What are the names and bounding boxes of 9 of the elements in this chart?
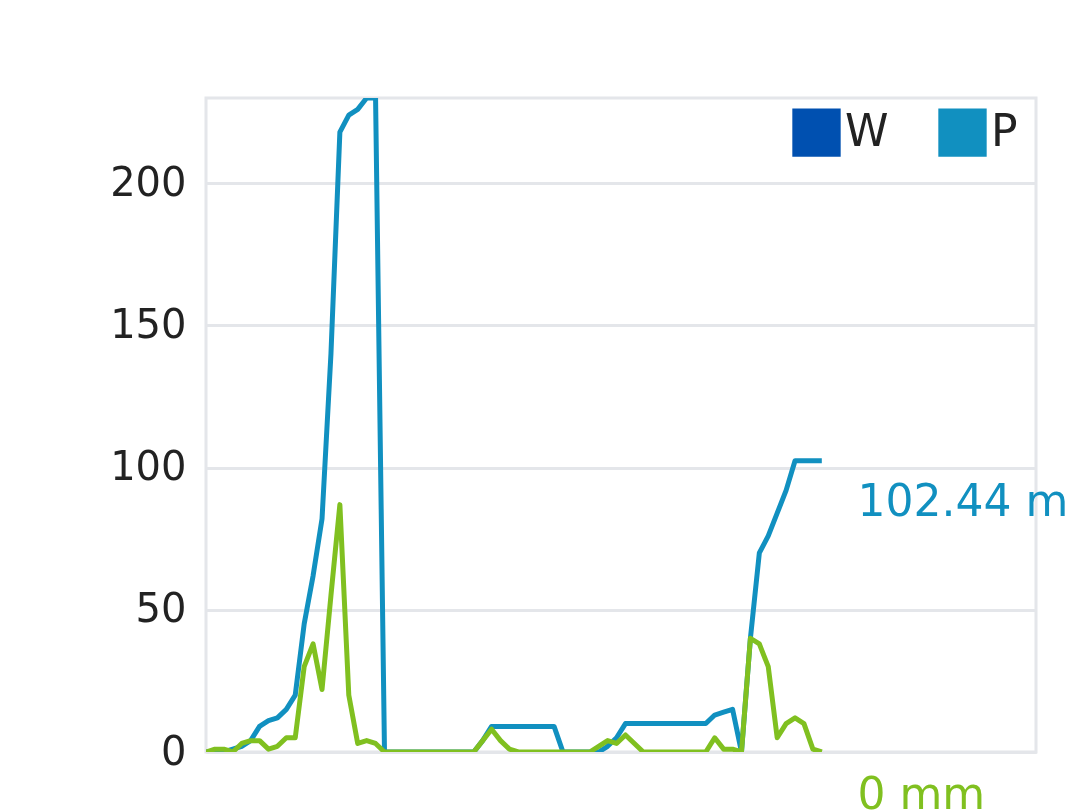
y-tick-label: 150 (110, 300, 187, 347)
y-tick-label: 200 (110, 158, 187, 205)
text: 0 mm (857, 768, 986, 810)
legend-label: W (845, 104, 889, 156)
annotation: 102.44 m (857, 475, 1069, 527)
y-tick-label: 50 (135, 585, 187, 632)
y-tick-label: 0 (161, 727, 187, 774)
legend-label: P (991, 104, 1018, 156)
y-tick-label: 100 (110, 443, 187, 490)
